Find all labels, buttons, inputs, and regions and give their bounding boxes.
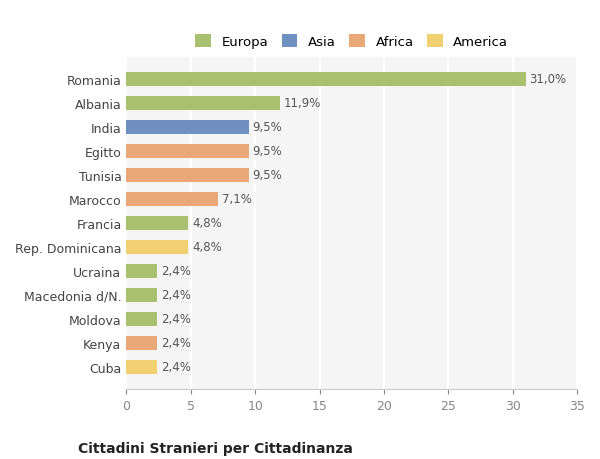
Text: 2,4%: 2,4% <box>161 313 191 325</box>
Text: Cittadini Stranieri per Cittadinanza: Cittadini Stranieri per Cittadinanza <box>78 441 353 454</box>
Bar <box>127 168 248 183</box>
Text: 4,8%: 4,8% <box>192 241 222 254</box>
Text: 2,4%: 2,4% <box>161 289 191 302</box>
Bar <box>127 216 188 230</box>
Text: 9,5%: 9,5% <box>253 145 283 158</box>
Text: 2,4%: 2,4% <box>161 265 191 278</box>
Bar <box>127 264 157 279</box>
Bar <box>127 73 526 87</box>
Bar <box>127 312 157 326</box>
Bar <box>127 96 280 111</box>
Bar <box>127 336 157 350</box>
Legend: Europa, Asia, Africa, America: Europa, Asia, Africa, America <box>191 31 512 53</box>
Text: 9,5%: 9,5% <box>253 169 283 182</box>
Text: 2,4%: 2,4% <box>161 360 191 374</box>
Text: 2,4%: 2,4% <box>161 336 191 349</box>
Bar <box>127 120 248 135</box>
Text: 9,5%: 9,5% <box>253 121 283 134</box>
Bar <box>127 192 218 207</box>
Text: 11,9%: 11,9% <box>283 97 321 110</box>
Text: 31,0%: 31,0% <box>529 73 566 86</box>
Bar <box>127 288 157 302</box>
Text: 7,1%: 7,1% <box>221 193 251 206</box>
Bar <box>127 240 188 254</box>
Bar <box>127 145 248 159</box>
Bar <box>127 360 157 374</box>
Text: 4,8%: 4,8% <box>192 217 222 230</box>
